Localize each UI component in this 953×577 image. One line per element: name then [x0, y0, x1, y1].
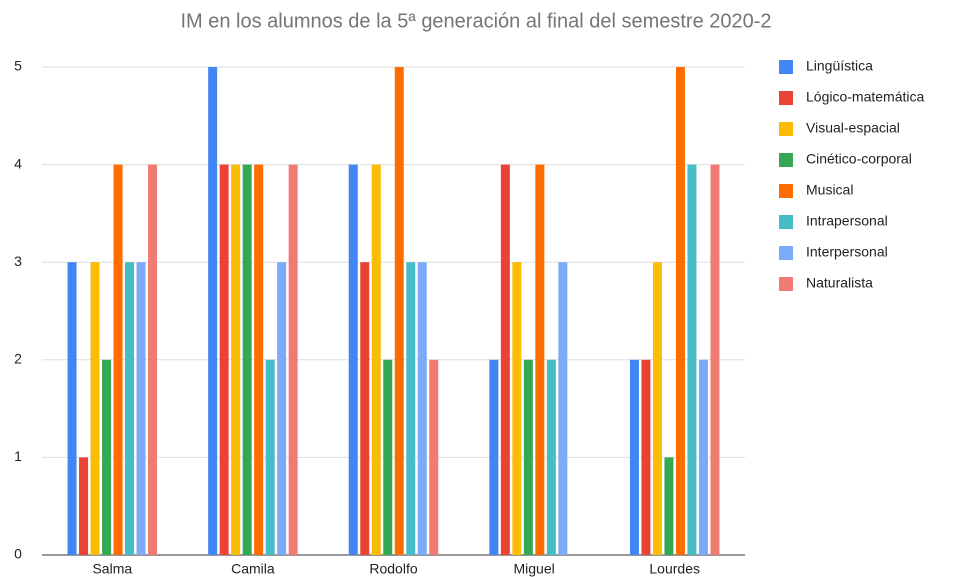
bar	[523, 359, 533, 555]
legend-label: Naturalista	[806, 275, 873, 291]
legend-swatch	[779, 246, 793, 260]
legend-label: Cinético-corporal	[806, 151, 912, 167]
bar	[219, 164, 229, 555]
legend-swatch	[779, 91, 793, 105]
bar	[394, 67, 404, 555]
bar	[67, 262, 77, 555]
legend-swatch	[779, 122, 793, 136]
y-tick-label: 2	[14, 351, 22, 367]
x-tick-label: Salma	[92, 561, 132, 577]
y-tick-label: 5	[14, 58, 22, 74]
bar	[687, 164, 697, 555]
bar	[288, 164, 298, 555]
legend-label: Musical	[806, 182, 853, 198]
bar	[429, 359, 439, 555]
bar	[102, 359, 112, 555]
legend-label: Lingüística	[806, 58, 873, 74]
bar	[489, 359, 499, 555]
legend-swatch	[779, 215, 793, 229]
x-tick-label: Lourdes	[649, 561, 700, 577]
bar	[535, 164, 545, 555]
bar	[675, 67, 685, 555]
bar	[500, 164, 510, 555]
bar	[383, 359, 393, 555]
x-tick-label: Miguel	[513, 561, 554, 577]
bar	[698, 359, 708, 555]
legend-label: Interpersonal	[806, 244, 888, 260]
bar	[242, 164, 252, 555]
bar	[254, 164, 264, 555]
bar	[406, 262, 416, 555]
bar	[231, 164, 241, 555]
bar	[417, 262, 427, 555]
bar	[360, 262, 370, 555]
legend-label: Lógico-matemática	[806, 89, 924, 105]
bar	[652, 262, 662, 555]
y-tick-label: 1	[14, 448, 22, 464]
bar	[512, 262, 522, 555]
legend-label: Intrapersonal	[806, 213, 888, 229]
legend-swatch	[779, 60, 793, 74]
y-tick-label: 3	[14, 253, 22, 269]
bar	[136, 262, 146, 555]
x-tick-label: Camila	[231, 561, 275, 577]
bar	[265, 359, 275, 555]
bar	[348, 164, 358, 555]
legend-label: Visual-espacial	[806, 120, 900, 136]
bar	[371, 164, 381, 555]
bar	[79, 457, 89, 555]
bar	[148, 164, 158, 555]
legend-swatch	[779, 184, 793, 198]
chart-title: IM en los alumnos de la 5ª generación al…	[180, 10, 771, 32]
bar	[90, 262, 100, 555]
y-tick-label: 0	[14, 546, 22, 562]
bar	[641, 359, 651, 555]
bar	[664, 457, 674, 555]
bar	[558, 262, 568, 555]
bar	[113, 164, 123, 555]
legend-swatch	[779, 277, 793, 291]
bar	[125, 262, 135, 555]
bar	[546, 359, 556, 555]
legend-swatch	[779, 153, 793, 167]
bar	[208, 67, 218, 555]
x-tick-label: Rodolfo	[369, 561, 417, 577]
bar	[629, 359, 639, 555]
bar	[710, 164, 720, 555]
bar	[277, 262, 287, 555]
y-tick-label: 4	[14, 155, 22, 171]
